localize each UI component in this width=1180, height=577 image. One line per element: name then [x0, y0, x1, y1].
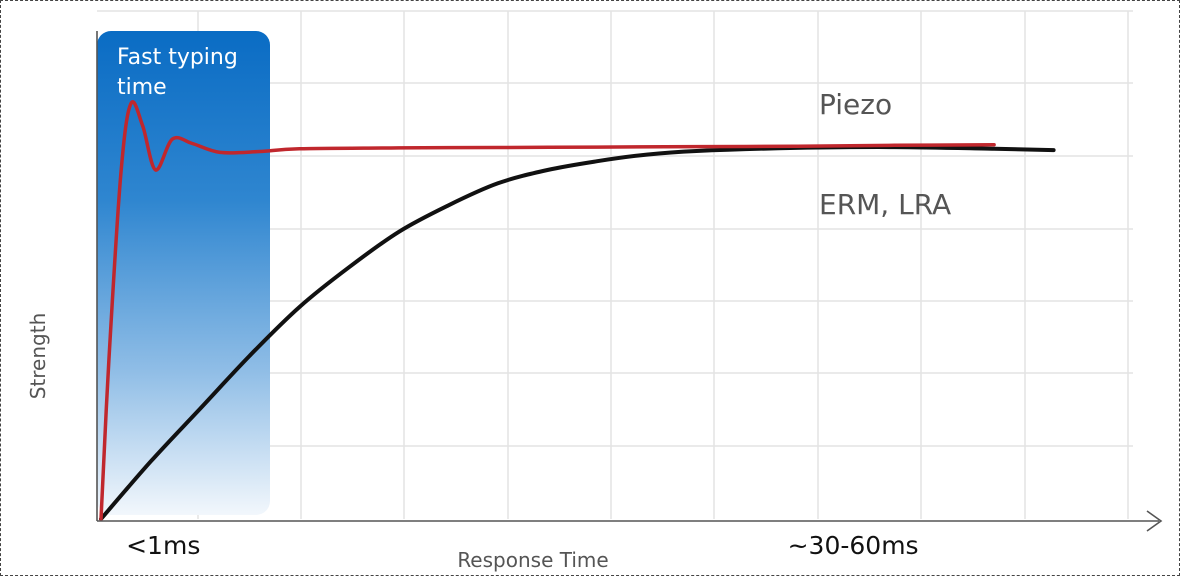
fast-typing-label-line2: time — [117, 75, 167, 100]
x-tick-labels: <1ms ~30-60ms — [126, 531, 918, 560]
series-label-piezo: Piezo — [819, 88, 892, 121]
series-line-piezo — [99, 100, 996, 521]
x-axis-title: Response Time — [457, 548, 608, 572]
fast-typing-highlight — [97, 31, 270, 515]
series-label-erm-lra: ERM, LRA — [819, 188, 951, 221]
fast-typing-label-line1: Fast typing — [117, 45, 238, 70]
fast-typing-region: Fast typing time — [97, 31, 270, 515]
axes — [96, 31, 1163, 532]
y-axis-title: Strength — [26, 313, 50, 400]
series-layer — [99, 100, 1056, 521]
x-tick-label: <1ms — [126, 531, 200, 560]
x-axis-arrow-icon — [1146, 510, 1163, 532]
x-tick-label: ~30-60ms — [788, 531, 919, 560]
